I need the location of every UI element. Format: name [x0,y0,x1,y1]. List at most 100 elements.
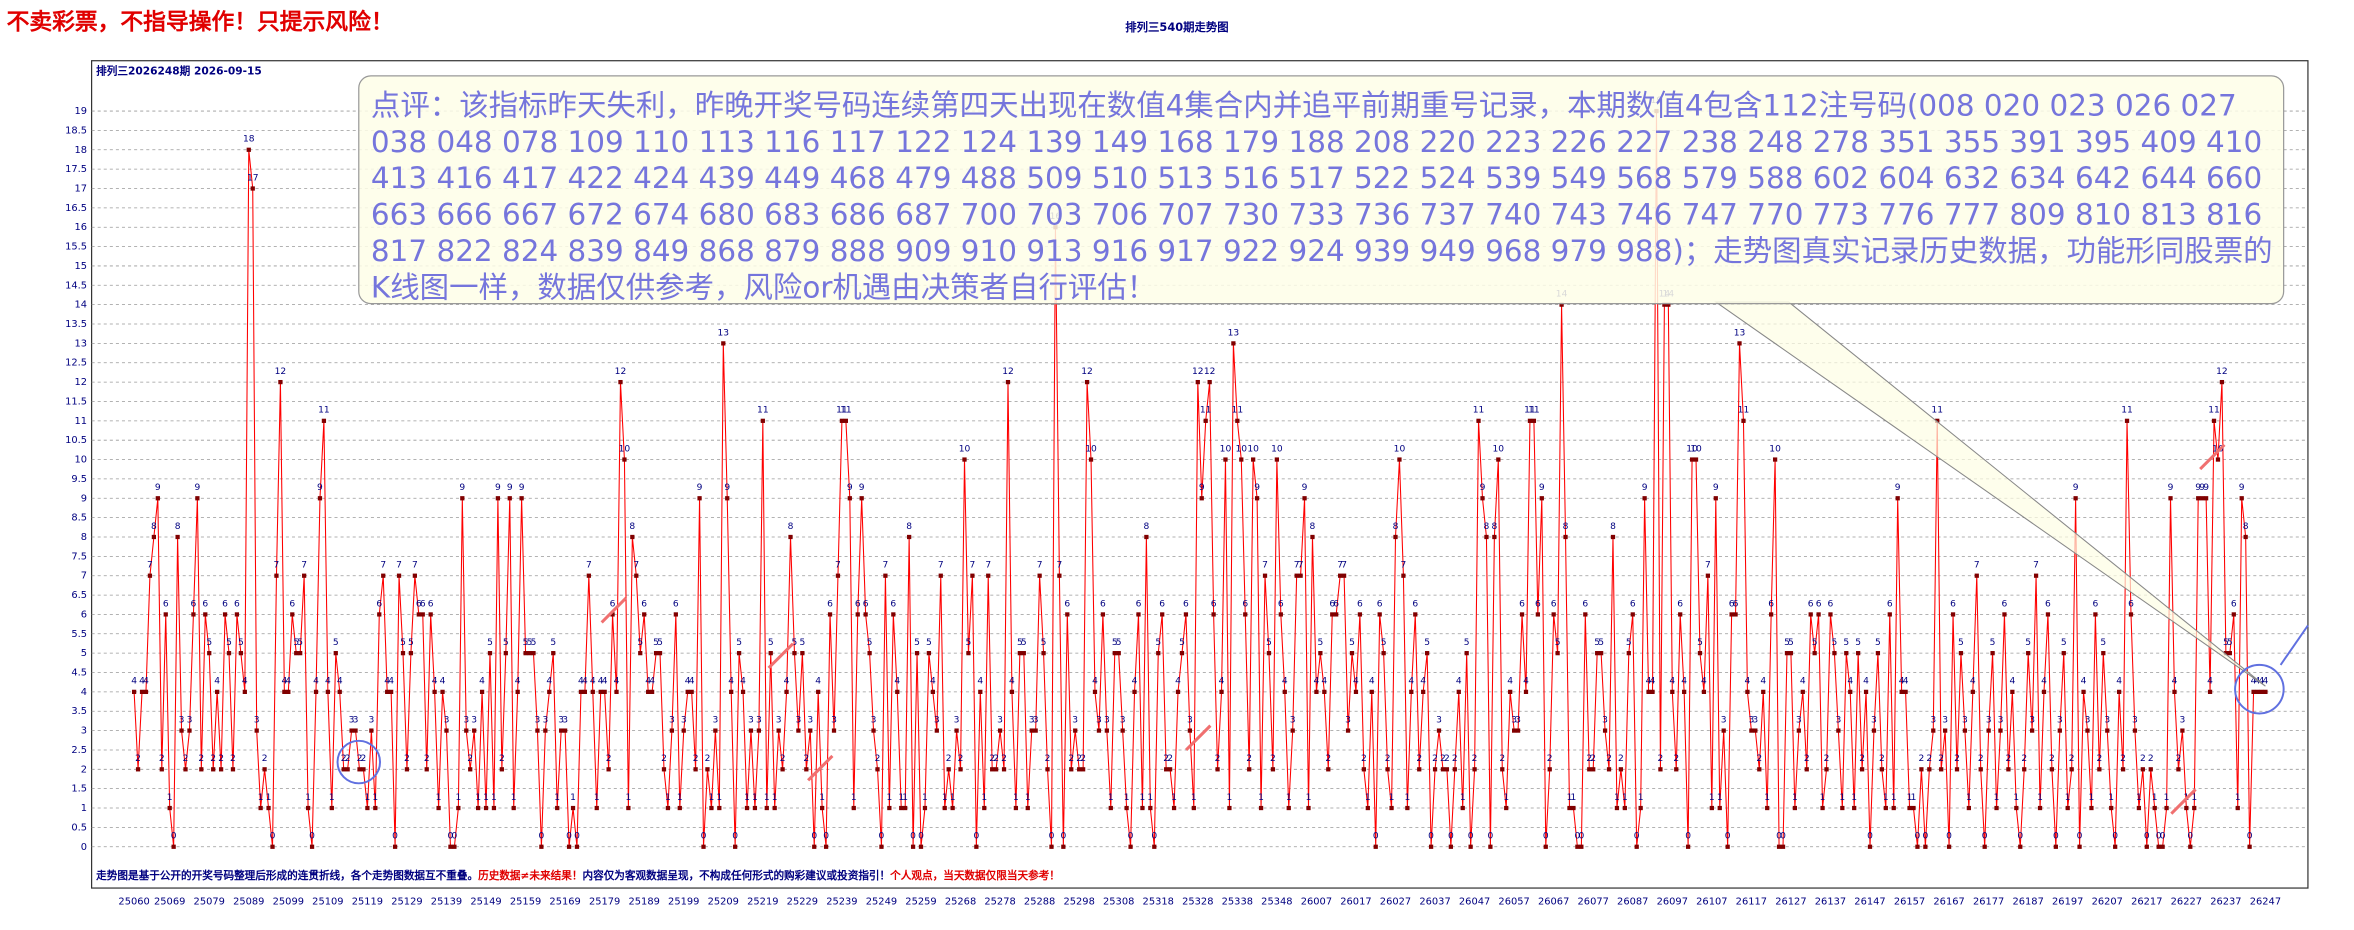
point [1167,767,1173,772]
point [582,689,588,694]
point [1452,767,1457,772]
value-label: 5 [527,638,533,648]
point [744,805,750,811]
point [1891,805,1896,811]
value-label: 1 [1191,793,1197,803]
value-label: 8 [1310,522,1316,532]
point [2200,496,2205,501]
point [199,767,204,772]
value-label: 2 [404,754,410,764]
point [978,689,983,694]
point [163,612,168,617]
point [1136,612,1141,617]
y-tick-label: 0.5 [71,822,87,833]
y-tick-label: 6.5 [71,590,87,601]
value-label: 2 [1618,754,1624,764]
value-label: 9 [2239,483,2245,493]
value-label: 1 [1124,793,1130,803]
value-label: 6 [610,599,616,609]
y-tick-label: 17.5 [65,164,87,175]
point [2219,379,2225,385]
value-label: 2 [958,754,964,764]
point [1943,728,1948,733]
value-label: 4 [285,677,291,687]
point [155,496,160,501]
value-label: 3 [542,715,548,725]
point [1796,728,1801,733]
value-label: 6 [1519,599,1525,609]
y-tick-label: 13.5 [65,319,87,330]
point [1037,573,1042,578]
point [2002,612,2007,617]
value-label: 5 [408,638,414,648]
value-label: 1 [886,793,892,803]
point [673,612,678,617]
point [2255,689,2260,694]
value-label: 5 [226,638,232,648]
point [1591,767,1596,772]
point [1160,612,1165,617]
value-label: 4 [578,677,584,687]
point [859,496,864,501]
point [519,496,524,501]
callout-tail [1714,301,2266,687]
value-label: 3 [368,715,374,725]
value-label: 1 [665,793,671,803]
point [1923,844,1928,849]
callout-box [358,75,2285,305]
point [895,689,900,694]
point [2085,728,2090,733]
point [843,418,848,423]
point [139,689,145,694]
value-label: 3 [1835,715,1841,725]
y-tick-label: 16 [75,222,88,233]
point [2124,418,2130,423]
point [1116,651,1121,656]
point [329,805,334,811]
point [2196,496,2201,501]
value-label: 0 [1725,832,1731,842]
value-label: 6 [827,599,833,609]
point [1254,496,1260,501]
value-label: 4 [1701,677,1707,687]
value-label: 4 [740,677,746,687]
point [250,186,255,191]
point [555,805,560,811]
value-label: 2 [2120,754,2126,764]
point [507,496,512,501]
callout-text-box: 点评：该指标昨天失利，昨晚开奖号码连续第四天出现在数值4集合内并追平前期重号记录… [371,88,2273,301]
value-label: 5 [2025,638,2031,648]
point [254,728,259,733]
point [2148,767,2153,772]
value-label: 4 [784,677,790,687]
value-label: 2 [1673,754,1679,764]
point [1800,689,1805,694]
point [598,689,603,694]
point [309,844,315,849]
x-tick-label: 25318 [1143,897,1174,908]
value-label: 1 [752,793,758,803]
point [2223,651,2229,656]
point [1413,612,1418,617]
point [1258,805,1264,811]
point [970,573,975,578]
y-tick-label: 10 [75,455,88,466]
value-label: 6 [1242,599,1248,609]
value-label: 2 [1045,754,1051,764]
point [1033,728,1038,733]
point [816,689,821,694]
point [934,728,939,733]
x-tick-label: 26057 [1498,897,1529,908]
value-label: 1 [1614,793,1620,803]
point [1484,534,1489,540]
point [491,805,497,811]
value-label: 5 [206,638,212,648]
value-label: 4 [143,677,149,687]
highlight-circle [2234,663,2285,715]
y-tick-label: 1 [81,803,87,814]
point [298,651,303,656]
x-tick-label: 26037 [1419,897,1450,908]
value-label: 3 [997,715,1003,725]
point [302,573,307,578]
